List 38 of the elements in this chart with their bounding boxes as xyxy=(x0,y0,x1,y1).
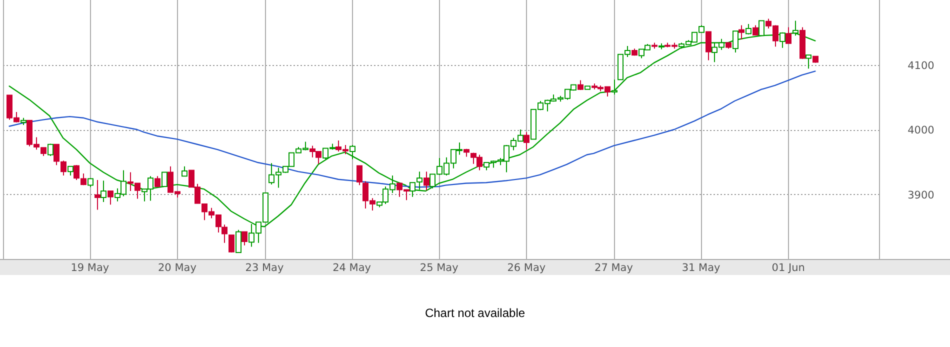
x-tick-label: 23 May xyxy=(245,262,284,274)
x-tick-label: 31 May xyxy=(682,262,720,274)
x-tick-label: 25 May xyxy=(420,262,458,274)
x-tick-label: 27 May xyxy=(594,262,633,274)
candlestick xyxy=(806,54,812,70)
x-tick-label: 19 May xyxy=(70,262,110,274)
candlestick xyxy=(752,24,758,36)
candlestick xyxy=(88,178,94,188)
candlestick xyxy=(228,234,234,254)
candlestick xyxy=(182,166,188,177)
y-tick-label: 4100 xyxy=(908,60,934,72)
candlestick xyxy=(222,224,228,244)
candlestick xyxy=(242,231,248,246)
candlestick xyxy=(350,144,356,160)
x-tick-label: 24 May xyxy=(332,262,372,274)
candlestick xyxy=(746,23,752,35)
candlestick xyxy=(424,171,430,191)
candlestick xyxy=(786,26,792,44)
candlestick xyxy=(94,180,100,210)
candlestick xyxy=(68,166,74,176)
x-tick-label: 26 May xyxy=(507,262,546,274)
candlestick xyxy=(612,79,618,96)
candlestick xyxy=(706,31,712,61)
candlestick xyxy=(60,160,66,176)
candlestick xyxy=(738,24,744,40)
candlestick xyxy=(100,180,106,203)
candlestick xyxy=(54,144,60,166)
y-tick-label: 3900 xyxy=(908,189,934,202)
candlestick xyxy=(108,190,114,206)
candlestick xyxy=(236,229,242,254)
candlestick xyxy=(356,165,362,186)
candlestick xyxy=(524,132,530,150)
candlestick xyxy=(48,143,54,157)
y-tick-label: 4000 xyxy=(908,124,934,136)
x-tick-label: 01 Jun xyxy=(772,262,805,274)
x-tick-label: 20 May xyxy=(158,262,196,274)
text: Chart not available xyxy=(424,306,526,320)
candlestick xyxy=(162,172,168,187)
